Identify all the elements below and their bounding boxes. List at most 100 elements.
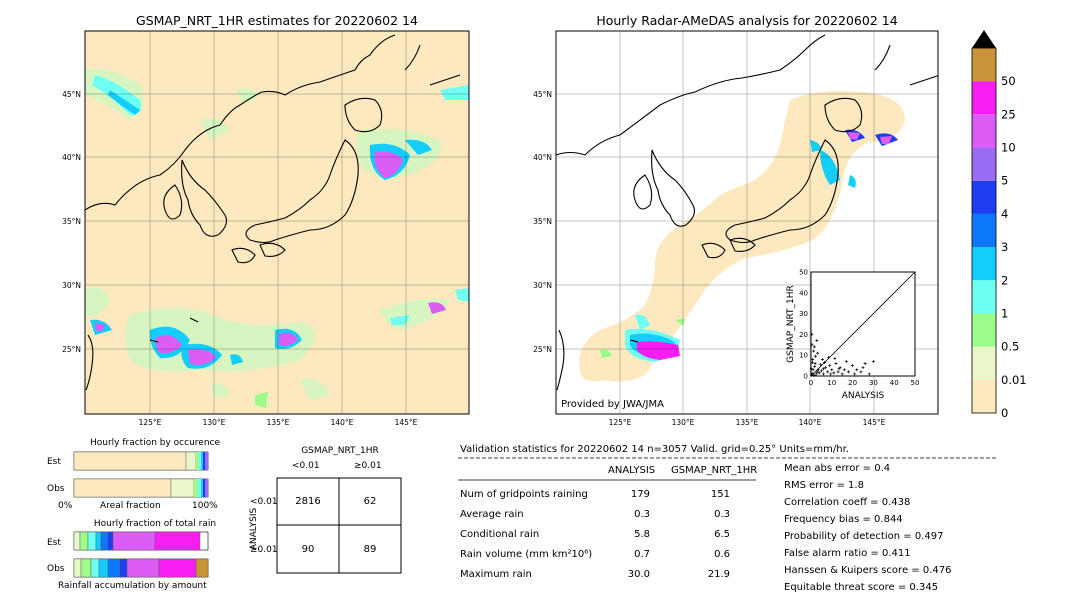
lat-label: 35°N	[62, 217, 81, 226]
colorbar-label: 0.01	[1001, 373, 1027, 387]
scatter-point	[809, 367, 813, 371]
scatter-point	[859, 370, 863, 374]
colorbar-segment	[972, 247, 996, 281]
score-line: Mean abs error = 0.4	[784, 463, 891, 474]
stat-row-gsmap: 6.5	[714, 529, 730, 540]
scatter-chart: 0 0 10 10 20 20 30 30 40 40 50 50 ANALYSIS GSMAP_NR…	[771, 262, 921, 402]
occ-obs-seg	[198, 479, 201, 497]
scatter-ylabel: GSMAP_NRT_1HR	[786, 285, 796, 363]
score-line: False alarm ratio = 0.411	[784, 548, 911, 559]
lon-label: 130°E	[203, 418, 226, 427]
left-map-precip	[85, 69, 469, 408]
scatter-point	[815, 370, 819, 374]
colorbar-segment	[972, 346, 996, 380]
validation-col-header: ANALYSIS	[608, 465, 656, 476]
scatter-point	[853, 372, 857, 376]
scatter-point	[813, 362, 817, 366]
scatter-point	[818, 363, 822, 367]
scatter-point	[819, 369, 823, 373]
score-line: RMS error = 1.8	[784, 480, 864, 491]
contingency-col-label: ≥0.01	[354, 461, 382, 471]
stat-row-label: Maximum rain	[460, 569, 532, 580]
contingency-col-label: <0.01	[292, 461, 320, 471]
total-rain-title: Hourly fraction of total rain	[93, 519, 217, 529]
score-line: Probability of detection = 0.497	[784, 531, 944, 542]
scatter-point	[871, 359, 875, 363]
lon-label: 140°E	[799, 418, 822, 427]
colorbar-segment	[972, 180, 996, 214]
lat-label: 25°N	[62, 345, 81, 354]
stat-row-label: Average rain	[460, 509, 524, 520]
colorbar-segment	[972, 147, 996, 181]
scatter-point	[834, 362, 838, 366]
occ-est-seg	[185, 451, 197, 471]
colorbar-segment	[972, 379, 996, 413]
left-map-grid	[85, 31, 469, 414]
lon-label: 125°E	[139, 418, 162, 427]
scatter-point	[811, 368, 815, 372]
occurrence-axis-left: 0%	[58, 501, 73, 511]
occ-est-seg	[199, 452, 201, 470]
left-map: 45°N 40°N 35°N 30°N 25°N 125°E 130°E 135…	[62, 30, 470, 427]
scatter-x-tick: 50	[911, 379, 920, 387]
scatter-x-tick: 20	[848, 379, 857, 387]
colorbar-segment	[972, 114, 996, 148]
right-map-coastline	[556, 34, 938, 391]
colorbar-label: 4	[1001, 207, 1008, 221]
scatter-y-tick: 30	[799, 310, 808, 318]
occ-est-seg	[73, 451, 187, 471]
stat-row-label: Num of gridpoints raining	[460, 489, 588, 500]
scatter-point	[867, 372, 871, 376]
occ-est-seg	[201, 452, 203, 470]
colorbar-label: 1	[1001, 306, 1008, 320]
scatter-point	[842, 368, 846, 372]
right-map-title: Hourly Radar-AMeDAS analysis for 2022060…	[596, 13, 898, 28]
colorbar-extend-triangle	[972, 30, 996, 48]
contingency-title: GSMAP_NRT_1HR	[301, 446, 379, 456]
lon-label: 125°E	[609, 418, 632, 427]
scatter-point	[851, 364, 855, 368]
scatter-point	[833, 356, 837, 360]
scatter-point	[810, 360, 814, 364]
stat-row-analysis: 179	[630, 489, 650, 500]
scatter-y-tick: 10	[799, 352, 808, 360]
scatter-point	[812, 373, 816, 377]
stat-row-analysis: 5.8	[634, 529, 650, 540]
occ-obs-seg	[205, 479, 208, 497]
scatter-point	[827, 355, 831, 359]
contingency-cell: 2816	[295, 496, 321, 507]
occurrence-bars	[73, 451, 209, 498]
scatter-point	[810, 372, 814, 376]
scatter-point	[844, 359, 848, 363]
colorbar-label: 25	[1001, 107, 1016, 121]
colorbar-segment	[972, 48, 996, 82]
scatter-point	[814, 354, 818, 358]
lon-label: 140°E	[331, 418, 354, 427]
scatter-point	[846, 370, 850, 374]
stat-row-gsmap: 0.6	[714, 549, 730, 560]
contingency-grid	[276, 477, 402, 574]
contingency-row-label: ≥0.01	[250, 545, 278, 555]
right-map-precip	[579, 91, 905, 382]
scatter-point	[855, 368, 859, 372]
occurrence-title: Hourly fraction by occurence	[89, 438, 221, 448]
lon-label: 130°E	[672, 418, 695, 427]
lon-label: 145°E	[863, 418, 886, 427]
stat-row-label: Rain volume (mm km²10⁶)	[460, 549, 593, 560]
total-rain-bars	[73, 531, 209, 578]
scatter-point	[863, 362, 867, 366]
scatter-point	[829, 372, 833, 376]
lat-label: 45°N	[533, 90, 552, 99]
scatter-point	[816, 351, 820, 355]
validation-header-rule	[458, 457, 996, 459]
stat-row-label: Conditional rain	[460, 529, 540, 540]
occ-est-seg	[196, 452, 199, 470]
occurrence-axis-mid: Areal fraction	[100, 501, 161, 511]
contingency-cell: 90	[301, 544, 315, 555]
colorbar-segment	[972, 280, 996, 314]
occ-obs-seg	[201, 479, 203, 497]
colorbar-label: 3	[1001, 240, 1008, 254]
occ-est-seg	[203, 452, 205, 470]
scatter-x-tick: 10	[827, 379, 836, 387]
scatter-point	[814, 372, 818, 376]
